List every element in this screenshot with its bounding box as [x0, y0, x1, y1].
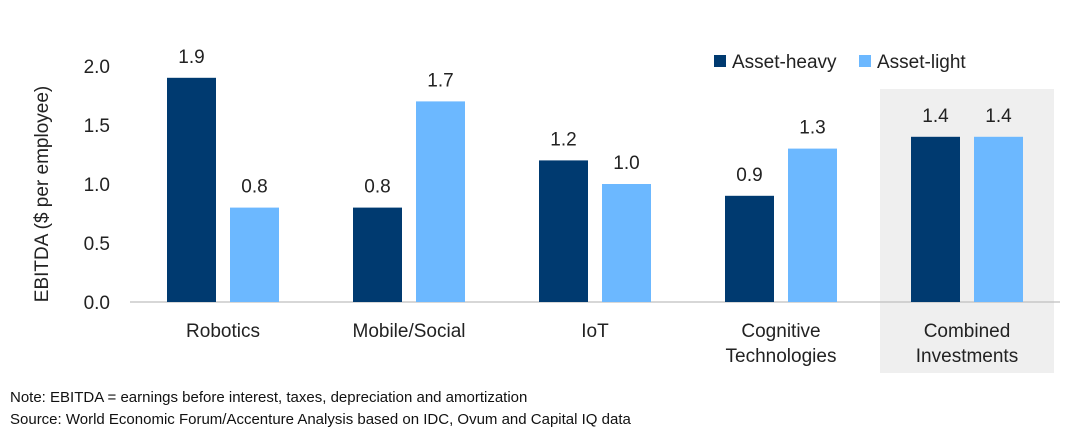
x-tick-label: Robotics	[186, 321, 260, 342]
x-tick-label: Combined	[924, 321, 1011, 342]
x-tick-label: IoT	[581, 321, 609, 342]
y-tick-label: 1.0	[84, 175, 110, 196]
legend-label: Asset-light	[877, 52, 966, 73]
bar-asset-heavy	[539, 160, 588, 302]
data-label: 1.9	[178, 47, 204, 68]
y-tick-label: 2.0	[84, 57, 110, 78]
x-tick-label: Technologies	[726, 346, 837, 367]
bar-chart: EBITDA ($ per employee) 0.0 0.5 1.0 1.5 2.0 1.…	[32, 47, 1060, 373]
data-label: 0.8	[364, 177, 390, 198]
chart-note: Note: EBITDA = earnings before interest,…	[10, 389, 528, 406]
data-label: 1.0	[613, 153, 639, 174]
x-tick-label: Investments	[916, 346, 1018, 367]
y-tick-label: 0.5	[84, 234, 110, 255]
highlight-band	[880, 89, 1054, 373]
bar-asset-heavy	[725, 195, 774, 302]
bar-asset-heavy	[911, 136, 960, 302]
legend-swatch	[859, 55, 871, 67]
y-tick-label: 1.5	[84, 116, 110, 137]
bar-asset-heavy	[167, 77, 216, 302]
legend-swatch	[714, 55, 726, 67]
x-tick-label: Cognitive	[741, 321, 820, 342]
data-label: 1.4	[985, 106, 1012, 127]
bar-asset-light	[788, 148, 837, 302]
data-label: 0.9	[736, 165, 762, 186]
data-label: 1.2	[550, 129, 576, 150]
data-label: 1.7	[427, 70, 453, 91]
bar-asset-heavy	[353, 207, 402, 302]
y-axis-label: EBITDA ($ per employee)	[32, 86, 53, 302]
x-tick-label: Mobile/Social	[353, 321, 466, 342]
bar-asset-light	[602, 184, 651, 302]
bar-asset-light	[416, 101, 465, 303]
data-label: 1.4	[922, 106, 949, 127]
data-label: 0.8	[241, 177, 267, 198]
chart-source: Source: World Economic Forum/Accenture A…	[10, 411, 631, 428]
y-tick-label: 0.0	[84, 293, 110, 314]
data-label: 1.3	[799, 118, 825, 139]
legend-label: Asset-heavy	[732, 52, 837, 73]
bar-asset-light	[230, 207, 279, 302]
bar-asset-light	[974, 136, 1023, 302]
